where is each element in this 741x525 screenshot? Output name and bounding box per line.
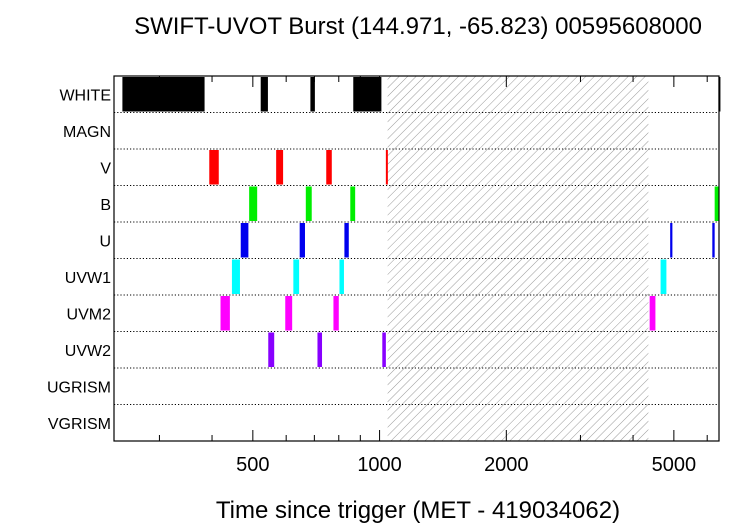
filter-label-b: B <box>100 197 111 214</box>
exposure-bars-layer <box>122 77 721 367</box>
exposure-bar-uvw2-1 <box>317 332 323 367</box>
exposure-bar-u-0 <box>240 223 249 258</box>
exposure-bar-u-3 <box>670 223 673 258</box>
x-tick-label-500: 500 <box>236 454 269 476</box>
exposure-bar-v-3 <box>385 150 388 185</box>
exposure-bar-white-0 <box>122 77 205 112</box>
exposure-bar-uvm2-3 <box>649 296 656 331</box>
exposure-bar-uvm2-0 <box>220 296 230 331</box>
exposure-bar-uvw1-1 <box>293 259 300 294</box>
exposure-bar-v-2 <box>326 150 332 185</box>
exposure-bar-white-1 <box>260 77 268 112</box>
filter-rows-layer: WHITE MAGN V B U UVW1 UVM2 UVW2 UGRISM VGRISM <box>47 87 719 433</box>
exposure-bar-b-0 <box>249 186 258 221</box>
exposure-bar-v-0 <box>209 150 219 185</box>
exposure-bar-white-2 <box>310 77 315 112</box>
filter-label-white: WHITE <box>59 87 111 104</box>
exposure-bar-uvm2-1 <box>285 296 293 331</box>
exposure-bar-uvw2-0 <box>268 332 275 367</box>
exposure-bar-uvm2-2 <box>333 296 339 331</box>
filter-label-uvm2: UVM2 <box>67 306 112 323</box>
exposure-bar-uvw1-3 <box>660 259 667 294</box>
x-axis-ticks-layer: 500 1000 2000 5000 <box>158 76 708 476</box>
exposure-bar-b-2 <box>350 186 356 221</box>
x-axis-label: Time since trigger (MET - 419034062) <box>216 497 620 524</box>
filter-label-uvw2: UVW2 <box>65 343 111 360</box>
exposure-bar-u-4 <box>712 223 715 258</box>
exposure-bar-v-1 <box>276 150 284 185</box>
filter-label-magn: MAGN <box>63 124 111 141</box>
exposure-bar-u-1 <box>299 223 305 258</box>
chart-title: SWIFT-UVOT Burst (144.971, -65.823) 0059… <box>134 13 702 40</box>
x-tick-label-1000: 1000 <box>357 454 402 476</box>
exposure-bar-white-3 <box>353 77 382 112</box>
exposure-bar-b-1 <box>305 186 312 221</box>
filter-label-v: V <box>100 160 111 177</box>
exposure-bar-b-3 <box>714 186 719 221</box>
plot-frame <box>113 75 720 442</box>
filter-label-u: U <box>99 233 111 250</box>
exposure-bar-u-2 <box>344 223 349 258</box>
filter-label-uvw1: UVW1 <box>65 270 111 287</box>
exposure-bar-uvw2-2 <box>382 332 386 367</box>
exposure-bar-uvw1-2 <box>339 259 344 294</box>
filter-label-ugrism: UGRISM <box>47 379 111 396</box>
x-tick-label-5000: 5000 <box>652 454 697 476</box>
filter-label-vgrism: VGRISM <box>48 416 111 433</box>
x-tick-label-2000: 2000 <box>484 454 529 476</box>
exposure-bar-uvw1-0 <box>231 259 240 294</box>
